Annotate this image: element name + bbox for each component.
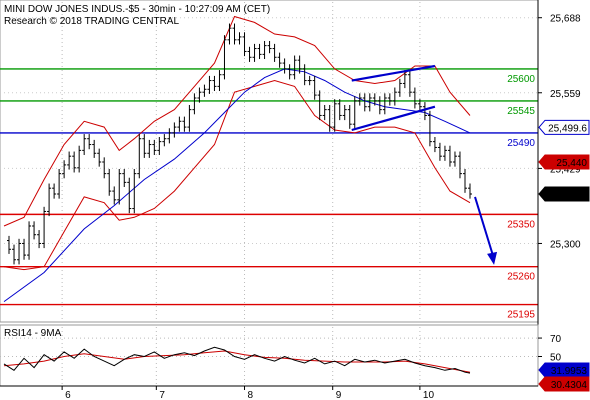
rsi-ma-line — [3, 350, 471, 373]
x-tick-label: 10 — [423, 390, 435, 400]
x-tick-label: 8 — [248, 390, 254, 400]
x-axis: 6 7 8 9 10 — [0, 385, 538, 400]
level-label-25490: 25490 — [507, 138, 535, 149]
forecast-arrow — [474, 196, 498, 265]
price-panel — [0, 0, 539, 323]
price-tag-box — [538, 154, 590, 170]
rsi-lines — [3, 346, 471, 374]
level-label-25600: 25600 — [507, 74, 535, 85]
price-tags: 25,499.6 25,440 25,385 — [538, 119, 590, 202]
price-tick-label: 25,559 — [550, 89, 581, 100]
x-tick-label: 7 — [159, 390, 165, 400]
x-tick-label: 6 — [65, 390, 71, 400]
price-tag-label: 25,440 — [556, 158, 587, 169]
price-tick-label: 25,300 — [550, 239, 581, 250]
rsi-tag-box — [538, 362, 590, 378]
rsi-grid — [0, 327, 538, 386]
forecast-arrow-head — [487, 251, 498, 265]
forecast-arrow-shaft — [474, 196, 495, 257]
rsi-panel — [0, 324, 539, 387]
price-tag-label: 25,499.6 — [548, 123, 587, 134]
level-label-25350: 25350 — [507, 219, 535, 230]
price-tick-label: 25,688 — [550, 14, 581, 25]
level-label-25260: 25260 — [507, 272, 535, 283]
envelope-bands — [3, 15, 471, 271]
price-axis: 25,688 25,559 25,429 25,300 — [537, 0, 581, 386]
band-upper-line — [3, 15, 471, 227]
level-label-25195: 25195 — [507, 310, 535, 321]
channel-lower-line — [351, 105, 436, 132]
rsi-tag-label: 30.4304 — [551, 380, 588, 391]
chart-title: MINI DOW JONES INDUS.-$5 - 30min - 10:27… — [4, 4, 270, 15]
rsi-tag-box — [538, 376, 590, 392]
price-tag-box — [538, 119, 590, 135]
band-lower-line — [3, 79, 471, 271]
rsi-line — [3, 346, 471, 374]
rsi-tick-label: 70 — [550, 334, 562, 345]
trend-channel — [351, 64, 436, 132]
channel-upper-line — [351, 64, 436, 82]
level-lines: 25600 25545 25490 25350 25260 25195 — [0, 68, 538, 321]
price-tick-label: 25,429 — [550, 164, 581, 175]
price-tag-label: 25,385 — [556, 190, 587, 201]
price-bars — [7, 23, 472, 265]
level-label-25545: 25545 — [507, 106, 535, 117]
copyright-text: Research © 2018 TRADING CENTRAL — [4, 16, 179, 27]
price-tag-box — [538, 186, 590, 202]
rsi-tick-label: 50 — [550, 353, 562, 364]
rsi-axis: 70 50 31.9953 30.4304 — [538, 334, 590, 392]
rsi-tag-label: 31.9953 — [551, 366, 588, 377]
x-tick-label: 9 — [336, 390, 342, 400]
price-grid — [0, 2, 538, 322]
rsi-title: RSI14 - 9MA — [4, 328, 62, 339]
